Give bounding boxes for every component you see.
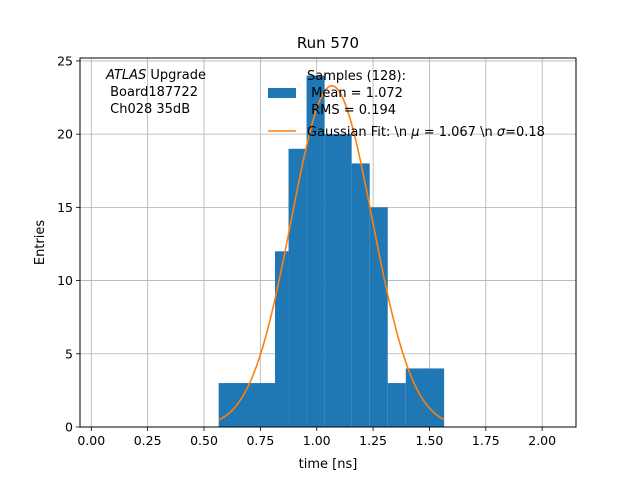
y-tick-label: 5 — [65, 346, 73, 361]
legend-fit-label: Gaussian Fit: \n μ = 1.067 \n σ=0.18 — [307, 125, 545, 140]
x-axis-label: time [ns] — [299, 457, 358, 472]
legend-samples-line1: Samples (128): — [307, 69, 406, 84]
legend-fit-prefix: Gaussian Fit: \n — [307, 125, 411, 140]
x-tick-label: 0.25 — [134, 433, 162, 448]
legend-fit-suffix: =0.18 — [505, 125, 545, 140]
y-tick-label: 25 — [57, 53, 73, 68]
x-tick-label: 2.00 — [528, 433, 556, 448]
y-tick-label: 15 — [57, 200, 73, 215]
x-tick-label: 0.00 — [77, 433, 105, 448]
histogram-bar — [369, 207, 388, 427]
gaussian-fit-curve — [218, 85, 445, 421]
legend-samples-line2: Mean = 1.072 — [307, 86, 403, 101]
upgrade-label: Upgrade — [146, 68, 206, 83]
legend-fit-sigma: σ — [497, 125, 506, 140]
fit-line — [218, 85, 445, 421]
axes-frame — [79, 57, 577, 428]
legend-fit-mid: = 1.067 \n — [420, 125, 497, 140]
legend-histogram-swatch — [268, 88, 296, 98]
histogram-bar — [288, 148, 307, 428]
histogram-bar — [351, 163, 370, 427]
y-tick-label: 20 — [57, 127, 73, 142]
histogram-bar — [306, 75, 325, 428]
x-tick-label: 1.25 — [359, 433, 387, 448]
atlas-annotation: ATLAS Upgrade Board187722 Ch028 35dB — [105, 68, 206, 117]
legend-samples-line3: RMS = 0.194 — [307, 103, 396, 118]
histogram-bar — [275, 251, 289, 427]
histogram-bars — [218, 75, 445, 428]
x-tick-label: 1.75 — [472, 433, 500, 448]
legend: Samples (128): Mean = 1.072 RMS = 0.194 … — [268, 69, 545, 140]
atlas-italic-label: ATLAS — [105, 68, 146, 83]
svg-text:ATLAS Upgrade: ATLAS Upgrade — [105, 68, 206, 83]
histogram-bar — [387, 383, 406, 427]
board-label: Board187722 — [106, 85, 198, 100]
y-tick-label: 0 — [65, 420, 73, 435]
x-tick-label: 1.50 — [416, 433, 444, 448]
y-axis-label: Entries — [33, 220, 48, 266]
x-tick-label: 0.50 — [190, 433, 218, 448]
x-tick-label: 0.75 — [246, 433, 274, 448]
y-tick-label: 10 — [57, 273, 73, 288]
channel-label: Ch028 35dB — [106, 102, 190, 117]
chart-title: Run 570 — [297, 34, 359, 52]
legend-fit-mu: μ — [410, 125, 419, 140]
histogram-bar — [324, 134, 352, 427]
x-tick-label: 1.00 — [303, 433, 331, 448]
axis-ticks: 0.00 0.25 0.50 0.75 1.00 1.25 1.50 1.75 2.00 0 5 10… — [57, 53, 556, 448]
